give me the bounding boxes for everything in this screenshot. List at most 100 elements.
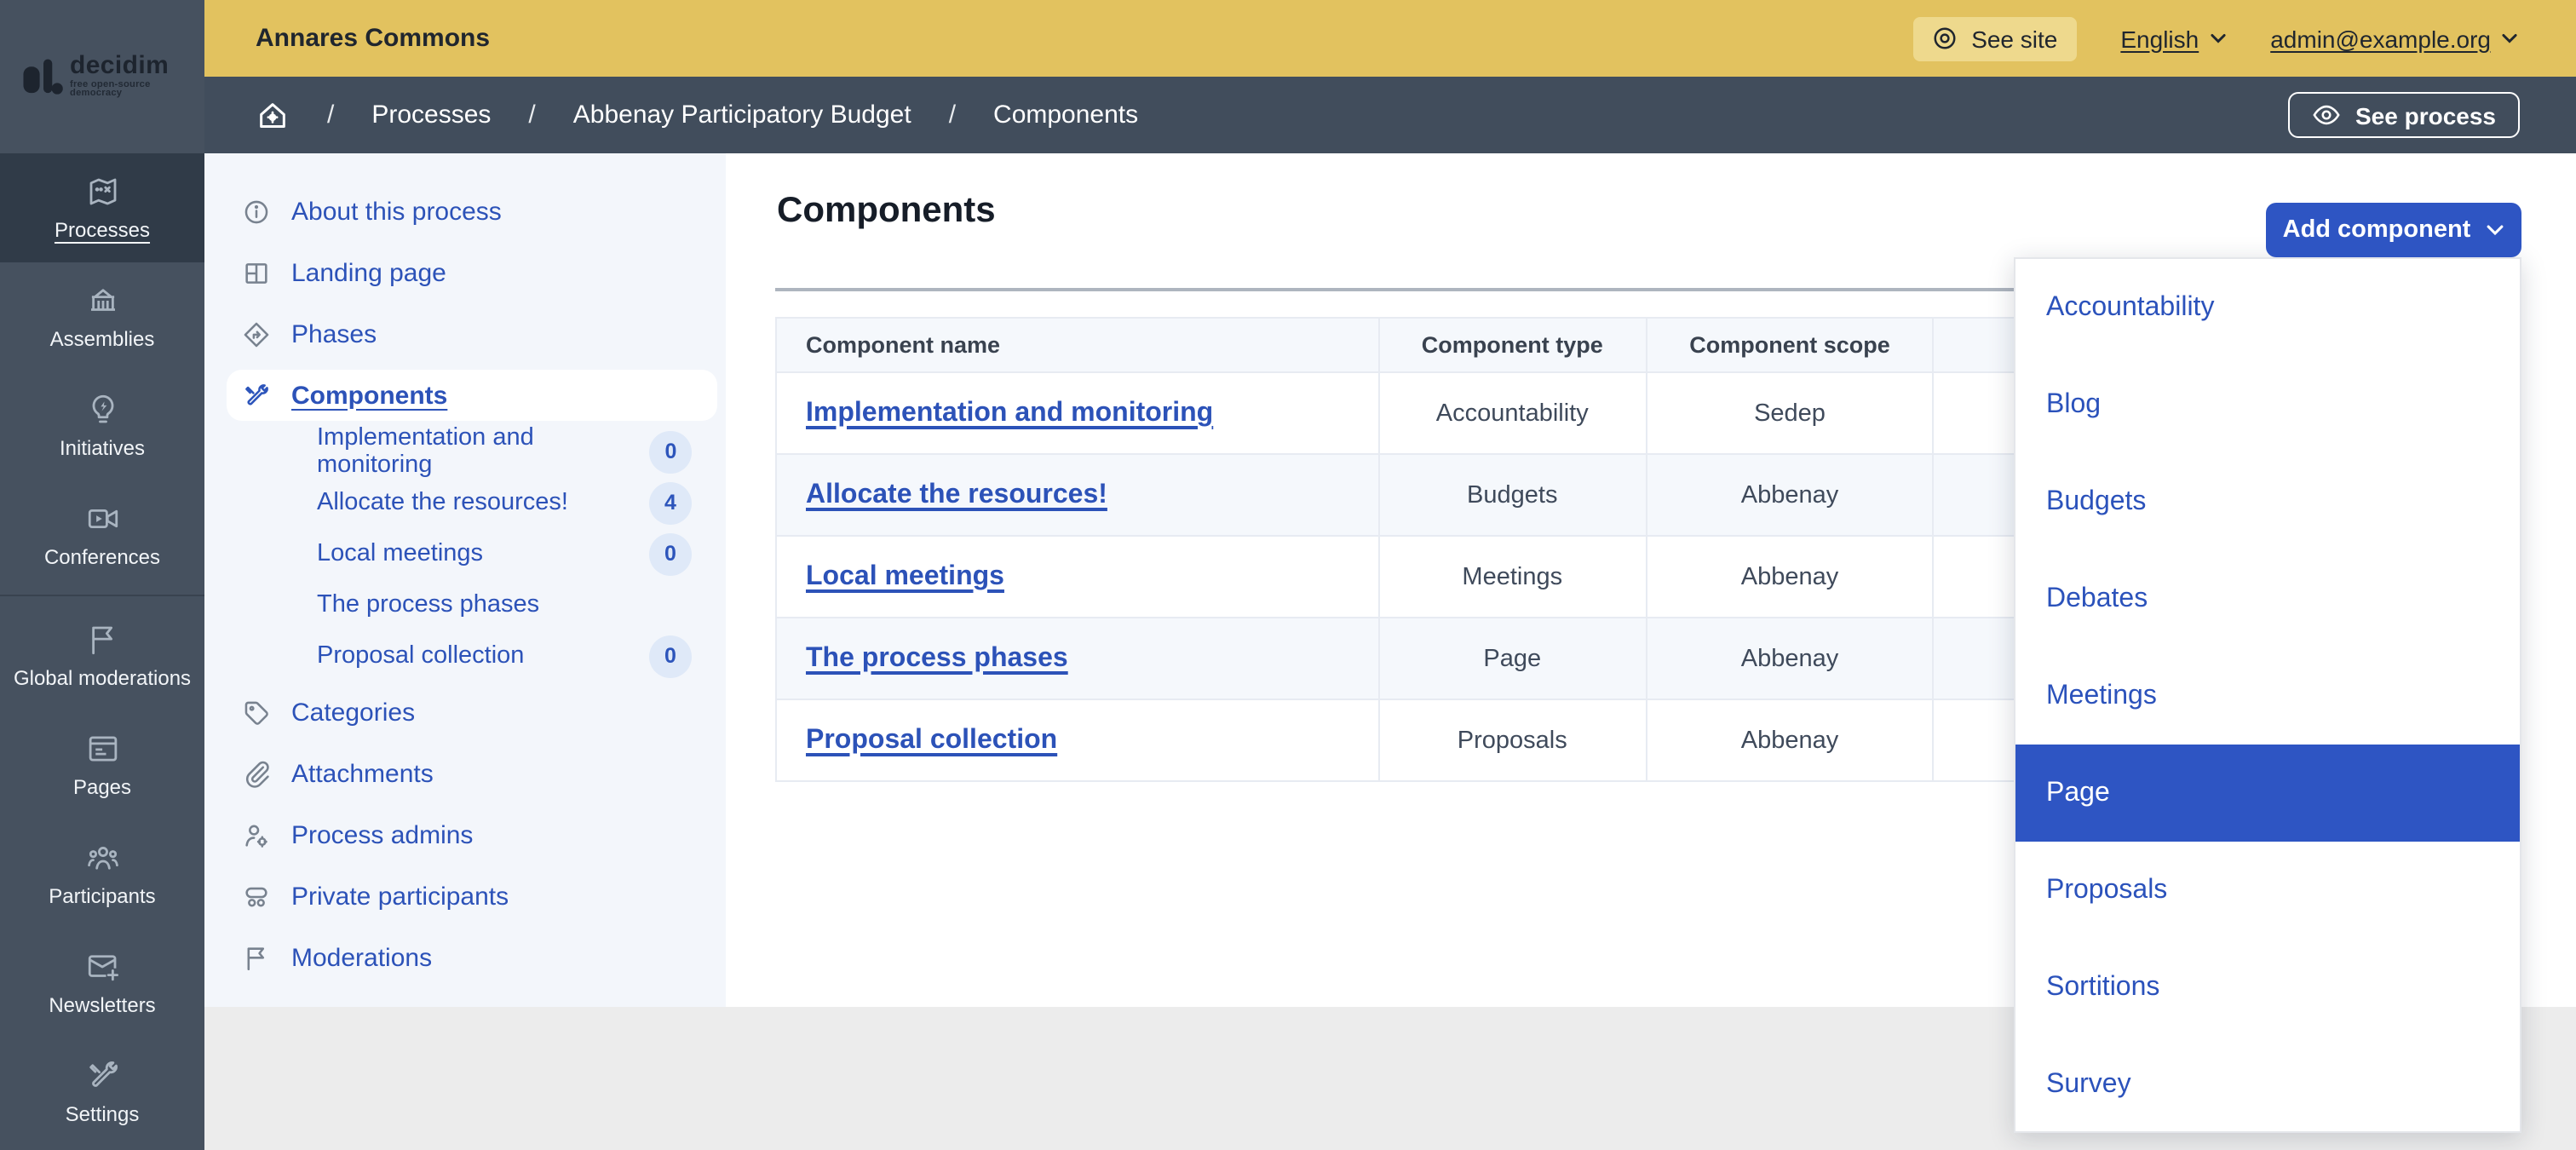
sidebar-item-label: Pages [72,775,132,799]
component-type: Meetings [1377,535,1647,618]
sidebar-item-initiatives[interactable]: Initiatives [0,371,204,480]
component-link[interactable]: Local meetings [806,561,1004,590]
process-menu-panel: About this process Landing page Phases [204,153,726,1007]
breadcrumb-bar: / Processes / Abbenay Participatory Budg… [204,77,2576,153]
group-icon [242,882,271,911]
sidebar-item-global-moderations[interactable]: Global moderations [0,601,204,710]
paperclip-icon [242,759,271,788]
breadcrumb-process-name[interactable]: Abbenay Participatory Budget [572,101,911,129]
sidebar-nav: Processes Assemblies Ini [0,153,204,1147]
menu-item-process-admins[interactable]: Process admins [204,804,726,865]
submenu-item-local-meetings[interactable]: Local meetings 0 [204,528,726,579]
see-process-button[interactable]: See process [2287,92,2520,138]
menu-item-moderations[interactable]: Moderations [204,927,726,988]
sidebar-item-label: Initiatives [59,436,146,460]
price-tag-icon [242,698,271,727]
menu-item-label: Categories [291,698,416,727]
menu-item-phases[interactable]: Phases [204,303,726,365]
sidebar-item-participants[interactable]: Participants [0,819,204,929]
table-row: Proposal collection Proposals Abbenay [775,699,2486,782]
sidebar-item-assemblies[interactable]: Assemblies [0,262,204,371]
decidim-logo-glyph [22,58,65,101]
breadcrumb-separator: / [327,101,335,129]
sidebar-item-conferences[interactable]: Conferences [0,480,204,589]
breadcrumb-processes[interactable]: Processes [371,101,492,129]
account-menu[interactable]: admin@example.org [2270,25,2518,52]
submenu-item-implementation-and-monitoring[interactable]: Implementation and monitoring 0 [204,424,726,479]
submenu-item-label: The process phases [317,591,540,618]
submenu-item-proposal-collection[interactable]: Proposal collection 0 [204,630,726,681]
submenu-item-the-process-phases[interactable]: The process phases [204,579,726,630]
title-divider [775,288,2486,291]
breadcrumb-components[interactable]: Components [993,101,1139,129]
menu-item-private-participants[interactable]: Private participants [204,865,726,927]
tools-icon [84,1058,120,1094]
organization-title: Annares Commons [256,24,491,53]
sidebar-item-label: Newsletters [49,993,156,1017]
dropdown-item-meetings[interactable]: Meetings [2046,681,2157,710]
menu-item-label: Phases [291,319,377,348]
dropdown-item-sortitions[interactable]: Sortitions [2046,972,2160,1001]
chevron-down-icon [2486,223,2504,237]
menu-item-landing-page[interactable]: Landing page [204,242,726,303]
home-icon[interactable] [256,98,290,132]
component-type: Proposals [1377,699,1647,782]
language-menu[interactable]: English [2120,25,2226,52]
dropdown-item-debates[interactable]: Debates [2046,584,2148,612]
dropdown-item-page[interactable]: Page [2015,745,2520,842]
sidebar-item-newsletters[interactable]: Newsletters [0,929,204,1038]
component-link[interactable]: Allocate the resources! [806,480,1107,509]
flag-icon [242,943,271,972]
logo-tagline: free open-source democracy [70,79,151,100]
map-icon [84,174,120,210]
sidebar-item-label: Conferences [43,545,161,569]
sidebar-item-label: Global moderations [13,666,192,690]
dropdown-item-blog[interactable]: Blog [2046,389,2102,418]
menu-item-label: Moderations [291,943,433,972]
component-type: Budgets [1377,453,1647,537]
information-icon [242,197,271,226]
lightbulb-flash-icon [84,392,120,428]
menu-item-components[interactable]: Components [227,370,717,421]
component-link[interactable]: Proposal collection [806,725,1058,754]
direction-sign-icon [242,319,271,348]
submenu-item-allocate-the-resources[interactable]: Allocate the resources! 4 [204,477,726,528]
decidim-logo[interactable]: decidim free open-source democracy [0,0,204,153]
people-group-icon [84,840,120,876]
menu-item-label: Attachments [291,759,434,788]
dropdown-item-accountability[interactable]: Accountability [2046,292,2215,321]
government-building-icon [84,283,120,319]
breadcrumb-separator: / [528,101,536,129]
sidebar-item-processes[interactable]: Processes [0,153,204,262]
component-type: Accountability [1377,371,1647,455]
menu-item-label: Landing page [291,258,446,287]
layout-icon [242,258,271,287]
add-component-label: Add component [2282,216,2471,244]
add-component-button[interactable]: Add component [2266,203,2521,257]
column-header-component-scope: Component scope [1645,317,1935,373]
menu-item-about-process[interactable]: About this process [204,181,726,242]
menu-item-label: Process admins [291,820,474,849]
tools-icon [242,381,271,410]
count-badge: 4 [649,481,692,524]
mail-add-icon [84,949,120,985]
add-component-dropdown: Accountability Blog Budgets Debates Meet… [2014,257,2521,1133]
logo-wordmark: decidim [70,51,170,81]
component-scope: Abbenay [1645,535,1935,618]
dropdown-item-proposals[interactable]: Proposals [2046,875,2168,904]
sidebar-item-settings[interactable]: Settings [0,1038,204,1147]
see-site-label: See site [1971,25,2058,52]
sidebar-item-pages[interactable]: Pages [0,710,204,819]
chevron-down-icon [2209,32,2226,44]
dropdown-item-budgets[interactable]: Budgets [2046,486,2147,515]
menu-item-attachments[interactable]: Attachments [204,743,726,804]
menu-item-categories[interactable]: Categories [204,681,726,743]
component-scope: Abbenay [1645,617,1935,700]
sidebar-item-label: Assemblies [49,327,155,351]
component-link[interactable]: The process phases [806,643,1068,672]
dropdown-item-survey[interactable]: Survey [2046,1069,2131,1098]
component-link[interactable]: Implementation and monitoring [806,398,1214,427]
see-site-button[interactable]: See site [1913,16,2077,60]
menu-item-label: Private participants [291,882,509,911]
